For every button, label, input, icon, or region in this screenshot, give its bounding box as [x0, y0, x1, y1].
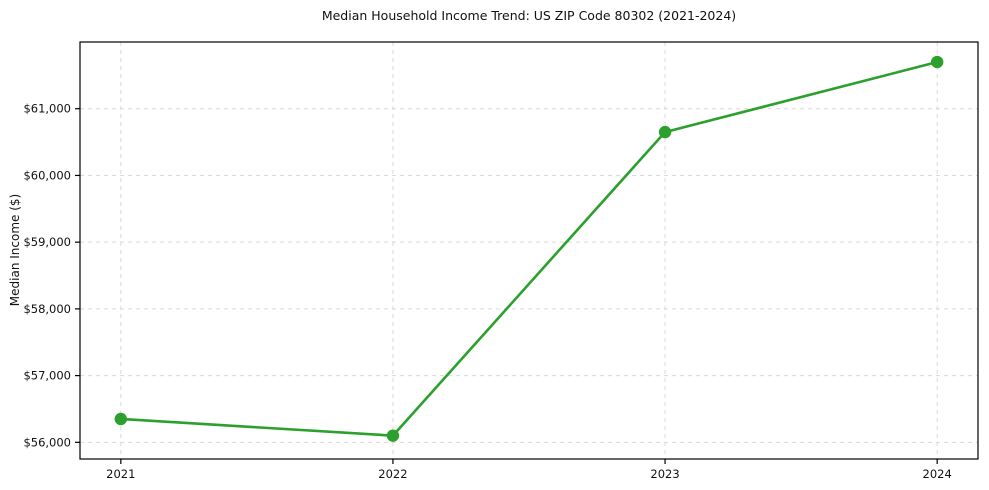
y-tick-label: $59,000 [23, 235, 71, 249]
data-point-2022 [386, 429, 400, 442]
chart-title: Median Household Income Trend: US ZIP Co… [321, 8, 737, 23]
x-tick-label: 2023 [650, 467, 679, 481]
plot-border [79, 41, 979, 460]
x-tick-label: 2022 [378, 467, 407, 481]
x-tick-label: 2024 [923, 467, 952, 481]
y-tick-label: $60,000 [23, 168, 71, 182]
data-point-2023 [658, 125, 672, 139]
trend-line [119, 60, 939, 437]
y-tick-label: $56,000 [23, 435, 71, 449]
y-tick-label: $58,000 [23, 302, 71, 316]
data-point-2024 [930, 55, 944, 69]
y-tick-label: $61,000 [23, 102, 71, 116]
y-tick-label: $57,000 [23, 369, 71, 383]
x-tick-label: 2021 [106, 467, 135, 481]
data-point-2021 [114, 412, 128, 426]
